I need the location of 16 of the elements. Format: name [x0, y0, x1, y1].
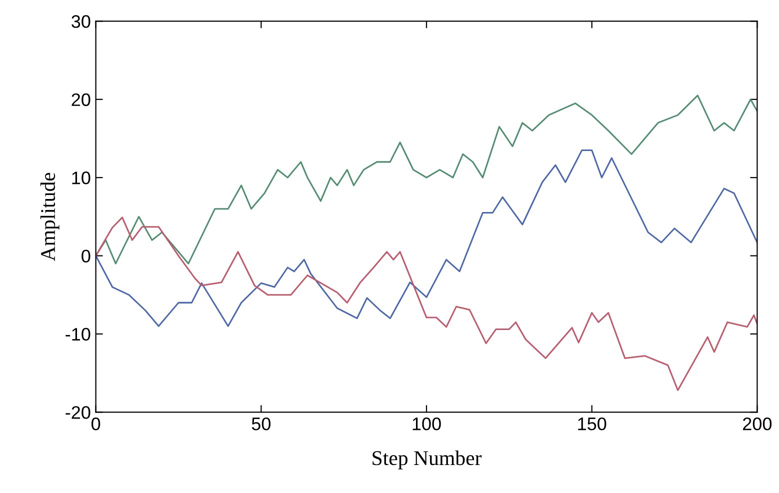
x-tick-label: 0 [92, 417, 100, 430]
y-axis-title: Amplitude [40, 172, 60, 262]
x-tick-label: 50 [252, 417, 270, 430]
y-tick-label: 30 [72, 15, 90, 28]
x-axis-title: Step Number [372, 450, 482, 470]
y-tick-label: 0 [82, 250, 90, 262]
x-tick-label: 150 [578, 417, 606, 430]
x-tick-label: 100 [412, 417, 441, 430]
y-tick-label: 20 [72, 93, 90, 106]
y-tick-label: -10 [66, 328, 90, 341]
y-tick-label: -20 [66, 406, 90, 419]
x-tick-label: 200 [743, 417, 772, 430]
line-series [96, 216, 758, 392]
line-series [96, 94, 758, 264]
y-tick-label: 10 [72, 172, 90, 184]
line-series [96, 149, 758, 327]
